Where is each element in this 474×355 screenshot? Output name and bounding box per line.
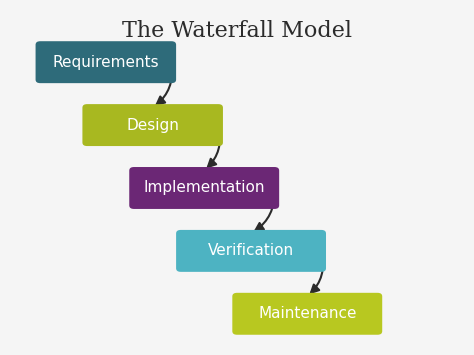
FancyArrowPatch shape [157, 65, 172, 104]
FancyBboxPatch shape [82, 104, 223, 146]
FancyBboxPatch shape [176, 230, 326, 272]
Text: Design: Design [126, 118, 179, 132]
Text: The Waterfall Model: The Waterfall Model [122, 20, 352, 42]
FancyArrowPatch shape [255, 191, 274, 231]
FancyArrowPatch shape [208, 128, 220, 167]
FancyBboxPatch shape [129, 167, 279, 209]
Text: Verification: Verification [208, 244, 294, 258]
Text: Requirements: Requirements [53, 55, 159, 70]
FancyBboxPatch shape [232, 293, 382, 335]
Text: Implementation: Implementation [144, 180, 265, 196]
FancyBboxPatch shape [36, 41, 176, 83]
FancyArrowPatch shape [311, 253, 323, 293]
Text: Maintenance: Maintenance [258, 306, 356, 321]
